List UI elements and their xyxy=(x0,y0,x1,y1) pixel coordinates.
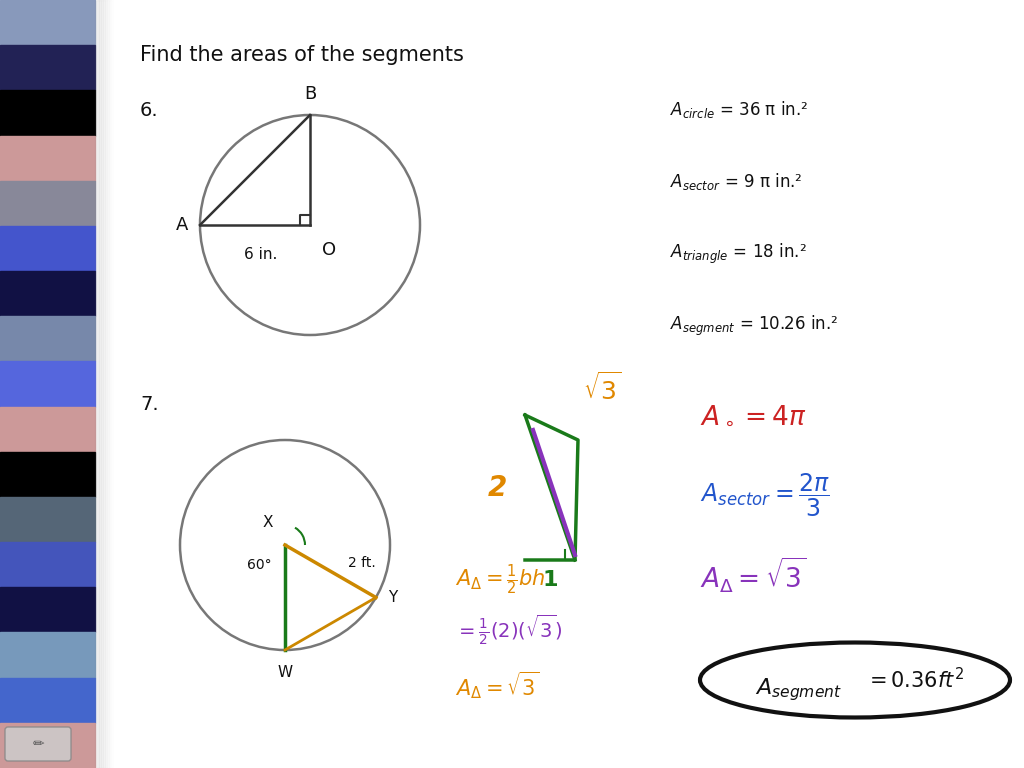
FancyBboxPatch shape xyxy=(5,727,71,761)
Text: Find the areas of the segments: Find the areas of the segments xyxy=(140,45,464,65)
Bar xyxy=(0,588,95,633)
Bar xyxy=(0,135,95,180)
Text: 6 in.: 6 in. xyxy=(244,247,278,262)
Bar xyxy=(101,0,105,768)
Bar xyxy=(105,0,109,768)
Text: $A_{triangle}$ = 18 in.²: $A_{triangle}$ = 18 in.² xyxy=(670,242,807,266)
Text: 60°: 60° xyxy=(247,558,271,572)
Bar xyxy=(0,45,95,91)
Text: $A_\Delta = \sqrt{3}$: $A_\Delta = \sqrt{3}$ xyxy=(455,669,540,701)
Text: $\sqrt{3}$: $\sqrt{3}$ xyxy=(583,372,622,405)
Bar xyxy=(0,226,95,271)
Text: 2 ft.: 2 ft. xyxy=(348,556,376,571)
Text: A: A xyxy=(176,216,188,234)
Text: B: B xyxy=(304,85,316,103)
Text: Y: Y xyxy=(388,590,397,605)
Text: 7.: 7. xyxy=(140,396,159,415)
Text: ✏: ✏ xyxy=(32,737,44,751)
Text: 6.: 6. xyxy=(140,101,159,120)
Bar xyxy=(99,0,103,768)
Bar xyxy=(0,0,95,45)
Bar xyxy=(0,91,95,135)
Text: $A_\Delta = \frac{1}{2}bh$: $A_\Delta = \frac{1}{2}bh$ xyxy=(455,563,546,598)
Bar xyxy=(0,633,95,677)
Bar xyxy=(0,497,95,542)
Text: $A_{circle}$ = 36 π in.²: $A_{circle}$ = 36 π in.² xyxy=(670,100,808,121)
Text: 1: 1 xyxy=(543,570,558,590)
Text: $= 0.36 ft^2$: $= 0.36 ft^2$ xyxy=(865,667,964,693)
Bar xyxy=(97,0,101,768)
Text: 2: 2 xyxy=(487,474,507,502)
Text: X: X xyxy=(262,515,273,530)
Bar xyxy=(0,723,95,768)
Bar xyxy=(0,180,95,226)
Bar xyxy=(95,0,99,768)
Text: W: W xyxy=(278,665,293,680)
Bar xyxy=(0,316,95,362)
Text: $A_{sector} = \dfrac{2\pi}{3}$: $A_{sector} = \dfrac{2\pi}{3}$ xyxy=(700,472,830,518)
Bar xyxy=(0,542,95,588)
Bar xyxy=(106,0,111,768)
Text: $A_{segment}$: $A_{segment}$ xyxy=(755,677,842,703)
Text: $A_\circ = 4\pi$: $A_\circ = 4\pi$ xyxy=(700,402,806,428)
Bar xyxy=(0,677,95,723)
Bar xyxy=(0,452,95,497)
Text: $A_\Delta = \sqrt{3}$: $A_\Delta = \sqrt{3}$ xyxy=(700,555,807,594)
Bar xyxy=(0,271,95,316)
Text: $A_{segment}$ = 10.26 in.²: $A_{segment}$ = 10.26 in.² xyxy=(670,314,839,338)
Text: O: O xyxy=(322,241,336,259)
Bar xyxy=(0,406,95,452)
Bar xyxy=(109,0,113,768)
Text: $= \frac{1}{2}(2)(\sqrt{3})$: $= \frac{1}{2}(2)(\sqrt{3})$ xyxy=(455,613,562,647)
Text: $A_{sector}$ = 9 π in.²: $A_{sector}$ = 9 π in.² xyxy=(670,171,803,193)
Bar xyxy=(0,362,95,406)
Bar xyxy=(103,0,106,768)
